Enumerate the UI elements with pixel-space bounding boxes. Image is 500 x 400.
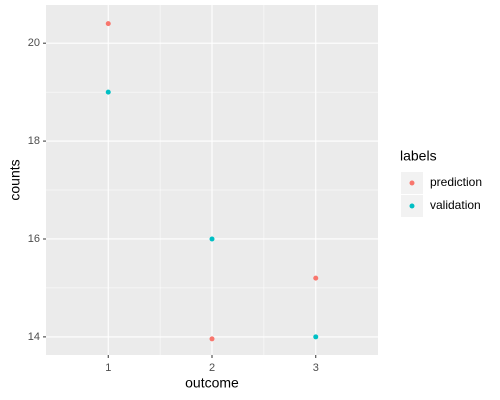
- point: [209, 336, 215, 342]
- y-tick-label: 16: [28, 233, 40, 245]
- legend-marker: [409, 203, 415, 209]
- y-tick-label: 20: [28, 37, 40, 49]
- legend-label: prediction: [430, 175, 482, 189]
- legend-title: labels: [400, 148, 437, 164]
- point: [105, 89, 111, 95]
- x-tick-label: 1: [105, 362, 111, 374]
- point: [313, 334, 319, 340]
- legend-label: validation: [430, 198, 481, 212]
- point: [105, 21, 111, 27]
- x-tick-label: 3: [313, 362, 319, 374]
- x-tick-label: 2: [209, 362, 215, 374]
- legend-marker: [409, 180, 415, 186]
- point: [313, 275, 319, 281]
- x-axis-title: outcome: [185, 375, 239, 391]
- y-tick-label: 14: [28, 331, 40, 343]
- y-axis-title: counts: [7, 159, 23, 200]
- point: [209, 236, 215, 242]
- y-tick-label: 18: [28, 135, 40, 147]
